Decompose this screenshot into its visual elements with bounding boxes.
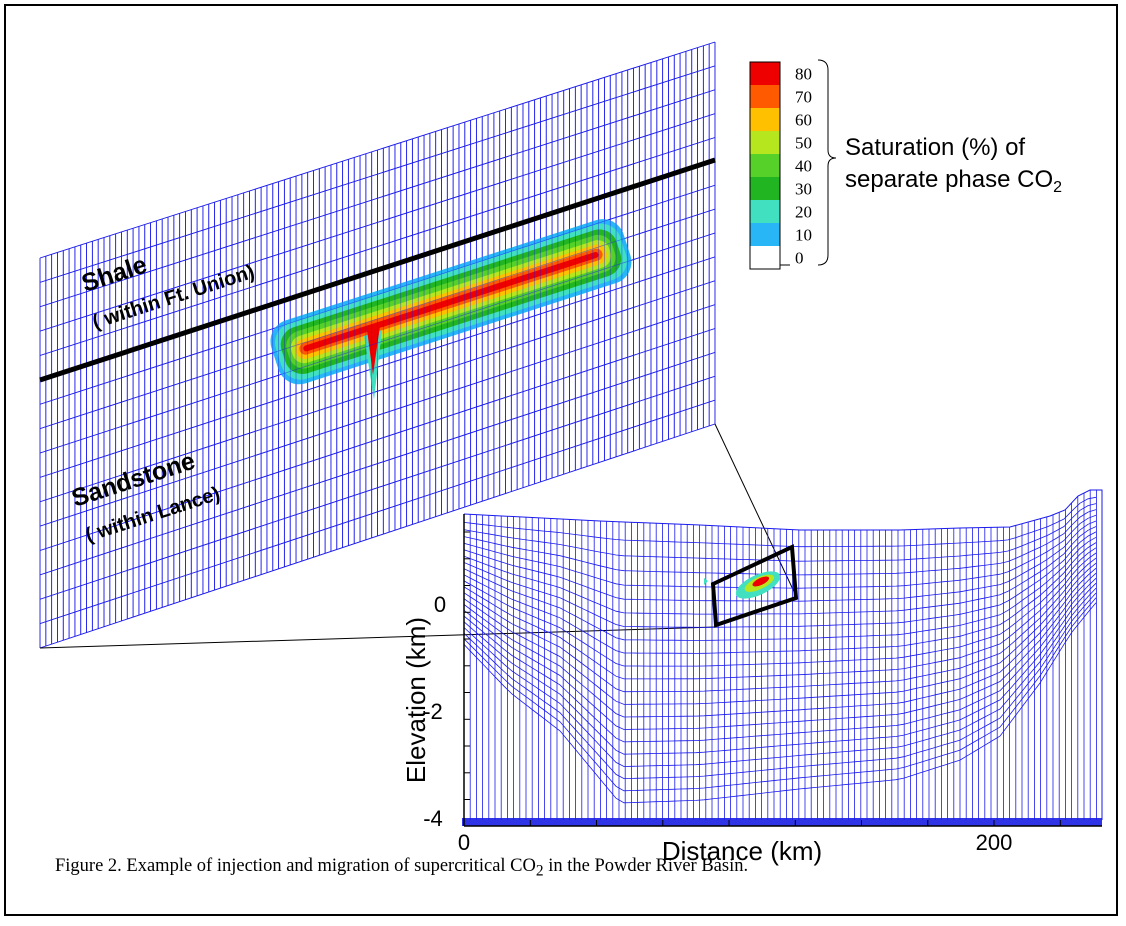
legend-title-line1: Saturation (%) of [845, 132, 1062, 164]
legend-title-sub: 2 [1053, 179, 1062, 196]
zoomed-grid-panel: Shale ( within Ft. Union) Sandstone ( wi… [40, 42, 715, 648]
legend-swatch [750, 131, 780, 154]
caption-prefix: Figure 2. Example of injection and migra… [55, 856, 536, 876]
legend-swatch [750, 223, 780, 246]
legend-level-label: 30 [795, 180, 812, 199]
basin-cross-section-panel: 0 -2 -4 0 200 Distance (km) Elevation (k… [401, 490, 1102, 866]
legend-swatch [750, 85, 780, 108]
legend-swatch [750, 154, 780, 177]
legend-swatch [750, 108, 780, 131]
legend-swatch [750, 177, 780, 200]
zoom-connector-top [715, 424, 797, 598]
legend-level-label: 10 [795, 226, 812, 245]
x-tick-label-0: 0 [458, 830, 470, 855]
legend-level-label: 70 [795, 88, 812, 107]
y-axis-minor-ticks [464, 532, 470, 800]
x-tick-label-200: 200 [976, 830, 1013, 855]
legend-swatch [750, 246, 780, 269]
legend-color-bar [750, 62, 780, 269]
legend-title-line2: separate phase CO2 [845, 164, 1062, 204]
legend-level-label: 40 [795, 157, 812, 176]
y-tick-label-neg4: -4 [423, 806, 443, 831]
legend-title: Saturation (%) of separate phase CO2 [845, 132, 1062, 204]
saturation-legend: 0 10 20 30 40 50 60 70 80 [750, 60, 836, 269]
legend-brace [818, 60, 836, 265]
legend-level-label: 20 [795, 203, 812, 222]
legend-swatch [750, 62, 780, 85]
zoom-connector-bottom [40, 627, 715, 648]
legend-level-label: 0 [795, 249, 804, 268]
basin-grid-lines [464, 490, 1096, 820]
y-tick-label-0: 0 [434, 592, 446, 617]
caption-suffix: in the Powder River Basin. [544, 856, 749, 876]
basin-bottom-band [462, 818, 1102, 826]
legend-level-label: 50 [795, 134, 812, 153]
figure-caption: Figure 2. Example of injection and migra… [55, 856, 748, 881]
legend-title-co2: separate phase CO [845, 166, 1053, 193]
y-axis-title: Elevation (km) [401, 617, 431, 783]
caption-sub: 2 [536, 863, 544, 880]
legend-swatch [750, 200, 780, 223]
legend-level-label: 60 [795, 111, 812, 130]
shale-label: Shale [78, 251, 150, 298]
basin-surface-outline [464, 490, 1102, 820]
legend-level-labels: 0 10 20 30 40 50 60 70 80 [780, 65, 812, 268]
legend-level-label: 80 [795, 65, 812, 84]
